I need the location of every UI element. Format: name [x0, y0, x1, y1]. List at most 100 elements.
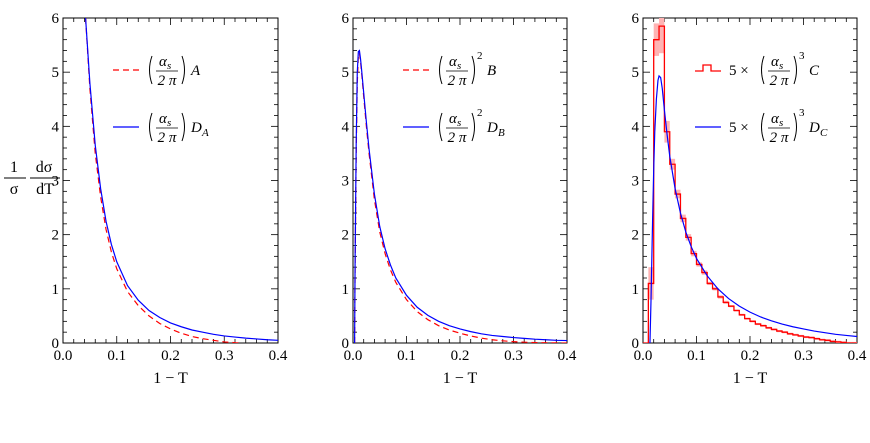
series-dashed-line: [354, 50, 567, 343]
legend-alpha: α: [159, 111, 168, 127]
y-tick-label: 4: [632, 119, 640, 135]
legend-paren-right: [181, 55, 185, 85]
y-tick-label: 2: [52, 228, 60, 244]
series-histogram: [643, 25, 857, 343]
y-tick-label: 1: [342, 282, 350, 298]
series-solid-line: [84, 18, 278, 341]
legend-paren-left: [149, 112, 153, 142]
legend-label-sub: B: [498, 127, 505, 139]
x-tick-label: 0.4: [558, 348, 577, 364]
y-tick-label: 2: [342, 228, 350, 244]
y-tick-label: 6: [632, 11, 640, 27]
x-tick-label: 0.2: [741, 348, 760, 364]
legend-alpha-sub: s: [167, 117, 171, 129]
legend-entry: α s2 π A: [113, 54, 201, 89]
legend-paren-left: [761, 112, 765, 142]
legend-alpha-sub: s: [779, 60, 783, 72]
y-label-numerator: 1: [10, 159, 18, 176]
y-tick-label: 4: [342, 119, 350, 135]
y-tick-label: 6: [52, 11, 60, 27]
legend-alpha-sub: s: [457, 117, 461, 129]
legend-paren-right: [471, 55, 475, 85]
y-tick-label: 1: [52, 282, 60, 298]
y-tick-label: 2: [632, 228, 640, 244]
legend-alpha-sub: s: [779, 117, 783, 129]
x-axis-title: 1 − T: [443, 370, 478, 387]
legend-two-pi: 2 π: [770, 73, 789, 89]
x-tick-label: 0.3: [215, 348, 234, 364]
legend-alpha: α: [449, 111, 458, 127]
x-tick-label: 0.4: [269, 348, 288, 364]
x-tick-label: 0.1: [687, 348, 706, 364]
legend-power: 2: [477, 107, 483, 119]
y-tick-label: 3: [52, 174, 60, 190]
legend-label-sub: C: [820, 127, 828, 139]
y-tick-label: 0: [52, 336, 60, 352]
legend-power: 2: [477, 50, 483, 62]
legend-power: 3: [799, 107, 805, 119]
legend-label: B: [487, 63, 496, 79]
y-label-denominator: σ: [10, 181, 19, 198]
legend-alpha-sub: s: [167, 60, 171, 72]
legend-entry: α s2 π 2D B: [403, 107, 505, 146]
legend-paren-right: [471, 112, 475, 142]
legend-alpha: α: [449, 54, 458, 70]
y-tick-label: 5: [342, 65, 350, 81]
legend-label: D: [190, 120, 202, 136]
x-tick-label: 0.1: [107, 348, 126, 364]
legend-two-pi: 2 π: [448, 73, 467, 89]
series-solid-line: [354, 49, 567, 343]
x-tick-label: 0.0: [634, 348, 653, 364]
legend-power: 3: [799, 50, 805, 62]
x-axis-title: 1 − T: [153, 370, 188, 387]
y-label-fraction-bottom: dT: [36, 181, 54, 198]
y-label-fraction-top: dσ: [36, 159, 53, 176]
legend-alpha-sub: s: [457, 60, 461, 72]
y-tick-label: 5: [632, 65, 640, 81]
legend-paren-left: [761, 55, 765, 85]
x-tick-label: 0.2: [161, 348, 180, 364]
error-band: [659, 18, 665, 54]
legend-entry: α s2 π 2B: [403, 50, 496, 89]
series-dashed-line: [84, 18, 241, 343]
y-tick-label: 1: [632, 282, 640, 298]
legend-two-pi: 2 π: [448, 130, 467, 146]
legend-two-pi: 2 π: [158, 130, 177, 146]
x-tick-label: 0.3: [794, 348, 813, 364]
x-tick-label: 0.1: [397, 348, 416, 364]
x-tick-label: 0.0: [54, 348, 73, 364]
legend-two-pi: 2 π: [158, 73, 177, 89]
y-tick-label: 0: [632, 336, 640, 352]
legend-label-sub: A: [201, 127, 209, 139]
y-tick-label: 6: [342, 11, 350, 27]
legend-paren-right: [181, 112, 185, 142]
legend-label: D: [808, 120, 820, 136]
legend-paren-right: [793, 112, 797, 142]
legend-paren-left: [439, 55, 443, 85]
x-axis-title: 1 − T: [733, 370, 768, 387]
legend-entry: 5 × α s2 π 3D C: [695, 107, 828, 146]
y-tick-label: 4: [52, 119, 60, 135]
legend-alpha: α: [771, 111, 780, 127]
x-tick-label: 0.3: [504, 348, 523, 364]
y-tick-label: 3: [632, 174, 640, 190]
legend-sample-histogram: [695, 64, 721, 72]
y-tick-label: 0: [342, 336, 350, 352]
legend-alpha: α: [159, 54, 168, 70]
x-tick-label: 0.2: [451, 348, 470, 364]
series-solid-line: [649, 74, 857, 343]
legend-entry: 5 × α s2 π 3C: [695, 50, 820, 89]
legend-paren-left: [439, 112, 443, 142]
legend-alpha: α: [771, 54, 780, 70]
legend-label: C: [809, 63, 820, 79]
x-tick-label: 0.0: [344, 348, 363, 364]
legend-label: A: [190, 63, 201, 79]
legend-paren-left: [149, 55, 153, 85]
y-tick-label: 5: [52, 65, 60, 81]
